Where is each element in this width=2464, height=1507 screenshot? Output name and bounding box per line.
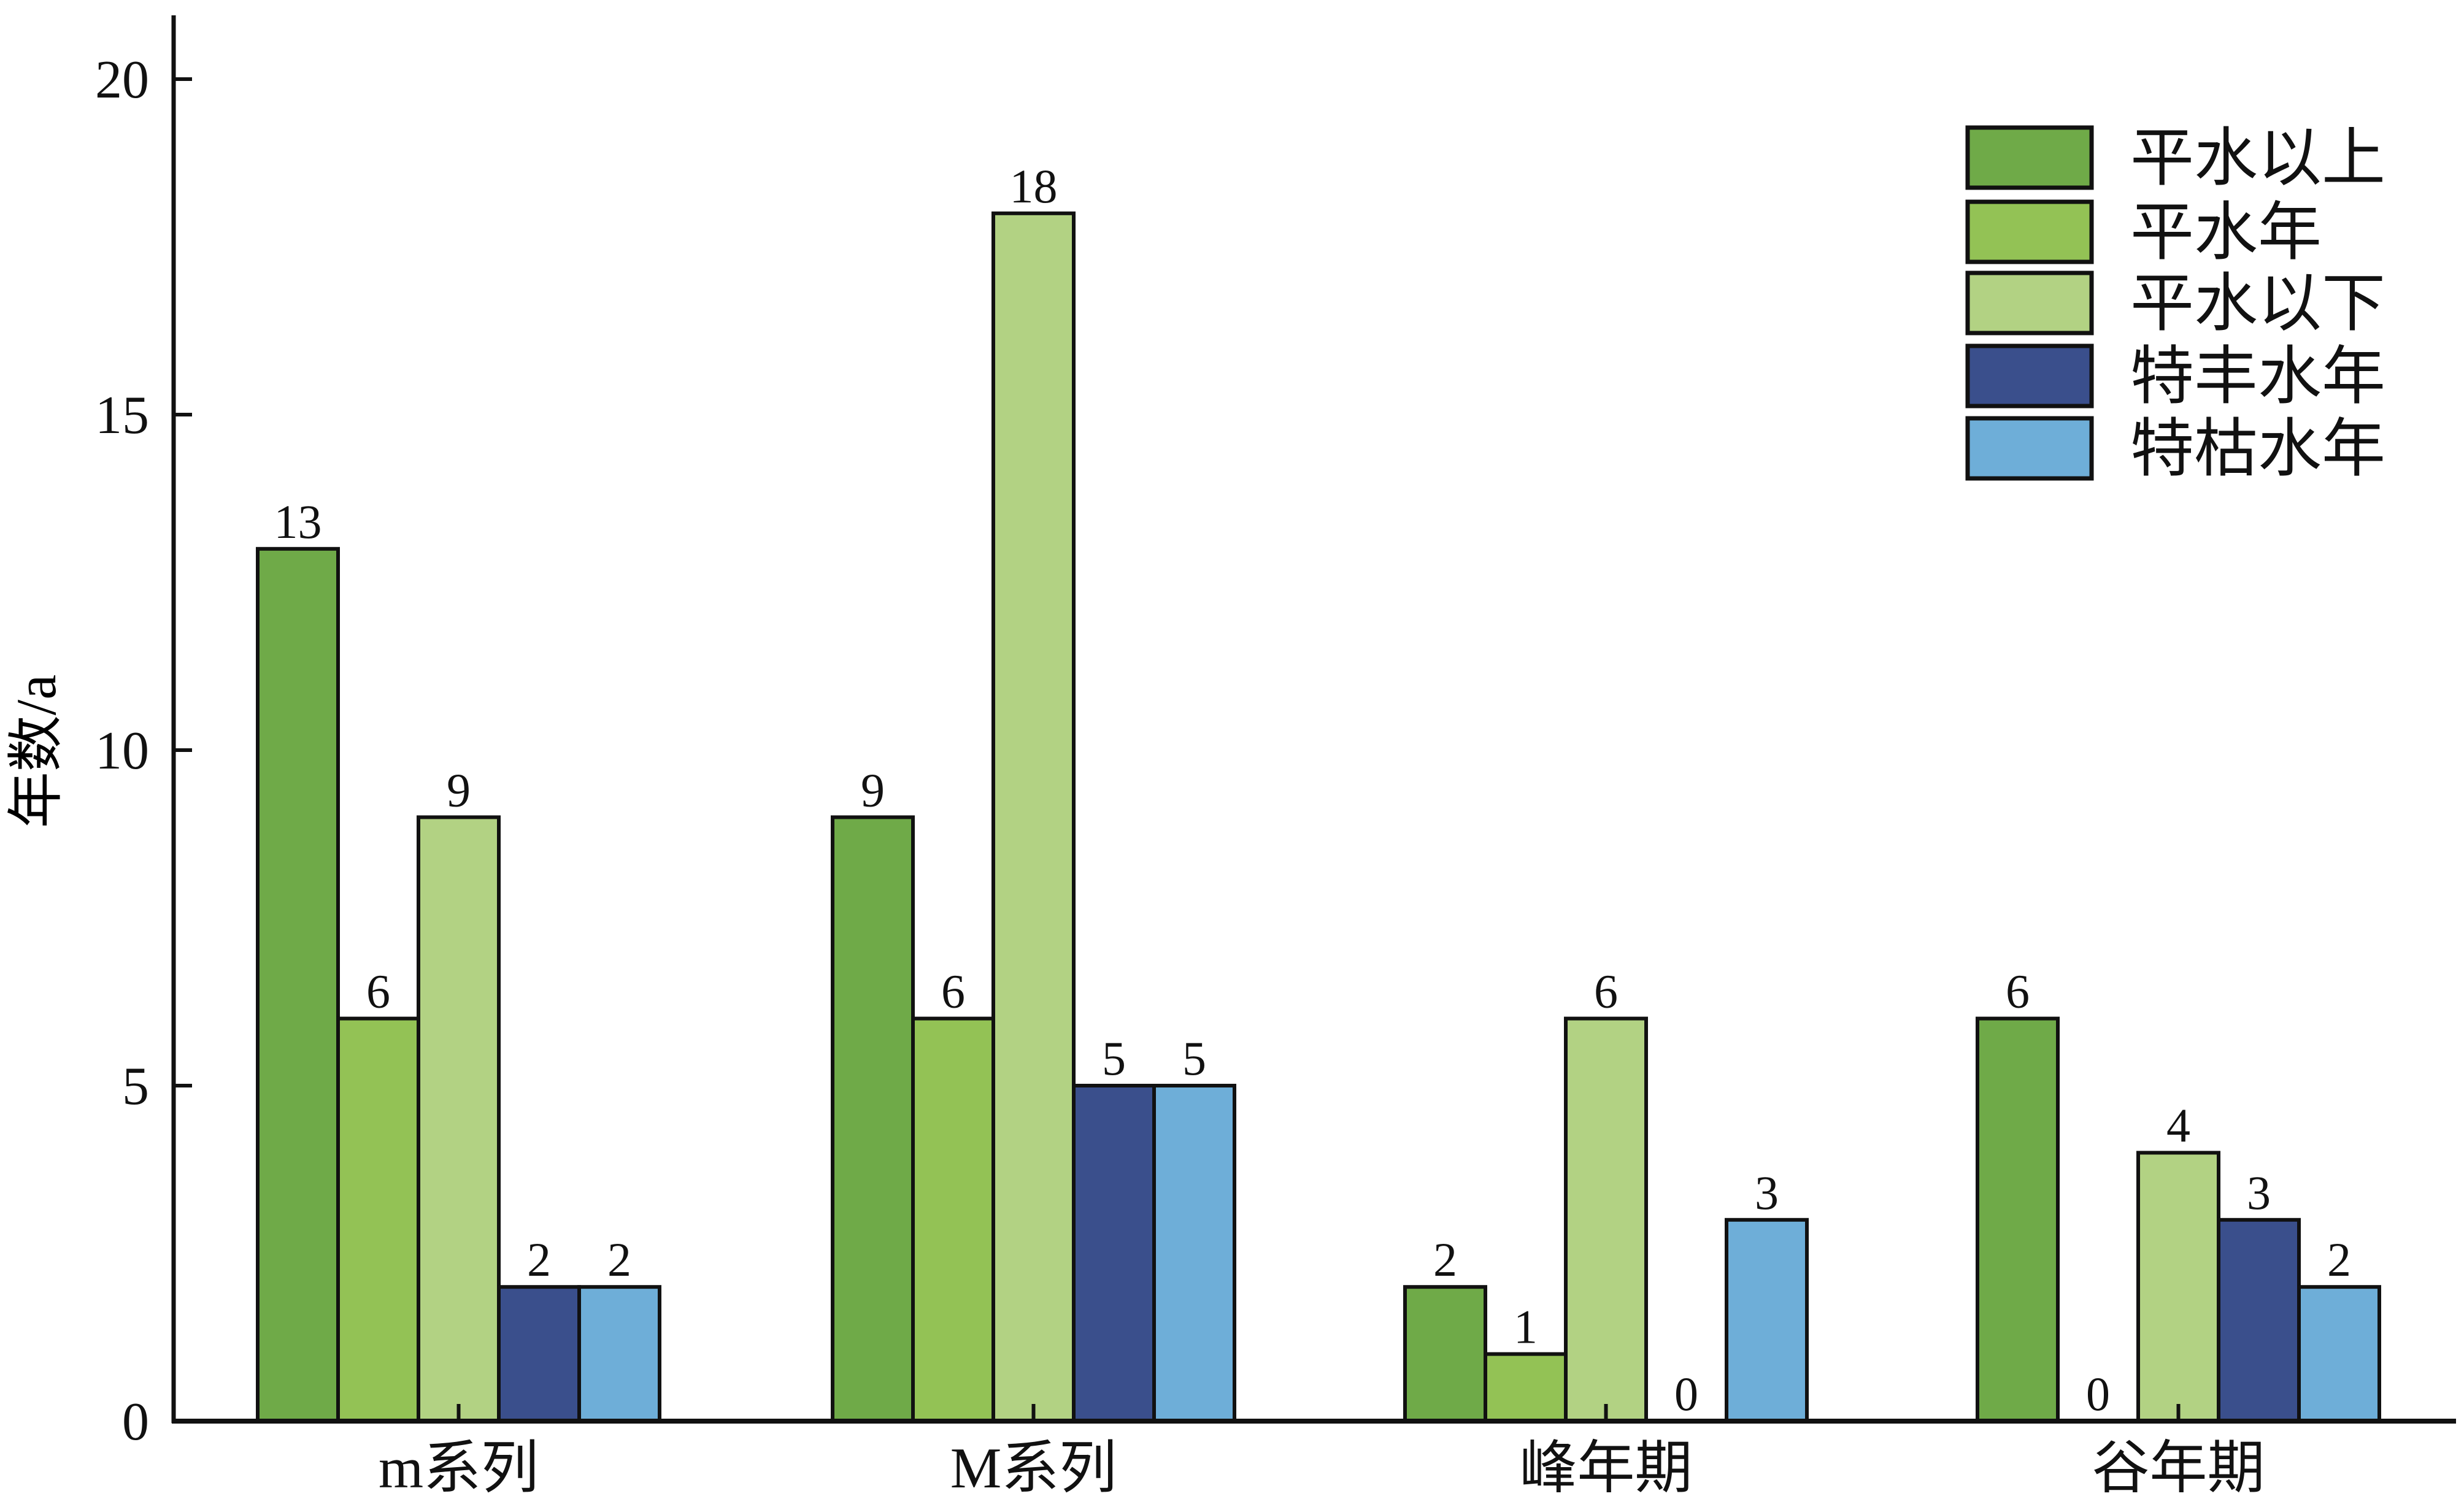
- legend-label: 平水年: [2130, 197, 2322, 268]
- y-tick-label: 0: [122, 1392, 149, 1452]
- bar: [2136, 1151, 2220, 1424]
- legend-label: 平水以下: [2130, 269, 2385, 339]
- data-label: 2: [1433, 1233, 1457, 1286]
- data-label: 18: [1010, 159, 1058, 213]
- data-label: 6: [941, 965, 965, 1018]
- x-tick-label: m系列: [379, 1436, 539, 1500]
- bar: [1725, 1217, 1809, 1424]
- bar: [911, 1016, 995, 1423]
- bars-layer: 13 6 9 2 2 9 6 18 5 5 2 1 6 0 3 6 0 4 3 2: [256, 159, 2381, 1424]
- data-label: 9: [861, 763, 885, 816]
- legend-swatch: [1965, 416, 2094, 481]
- data-label: 6: [366, 965, 390, 1018]
- legend-label: 特枯水年: [2130, 414, 2385, 485]
- data-label: 5: [1102, 1032, 1126, 1085]
- bar: [2297, 1285, 2381, 1423]
- data-label: 2: [527, 1233, 551, 1286]
- x-tick-label: M系列: [950, 1436, 1117, 1500]
- data-label: 9: [447, 763, 471, 816]
- data-label: 2: [607, 1233, 631, 1286]
- bar: [577, 1285, 661, 1423]
- legend-swatch: [1965, 199, 2094, 264]
- bar: [1403, 1285, 1487, 1423]
- data-label: 4: [2166, 1099, 2190, 1152]
- bar: [1976, 1016, 2060, 1423]
- y-axis-label: 年数/a: [5, 675, 67, 828]
- data-label: 6: [2006, 965, 2030, 1018]
- legend-label: 平水以上: [2130, 123, 2385, 194]
- bar: [256, 546, 340, 1423]
- bar: [1484, 1352, 1568, 1424]
- y-tick-label: 10: [95, 721, 149, 781]
- legend-swatch: [1965, 343, 2094, 408]
- data-label: 0: [1674, 1367, 1698, 1421]
- legend-swatch: [1965, 125, 2094, 190]
- y-tick-label: 15: [95, 386, 149, 445]
- data-label: 1: [1514, 1300, 1538, 1354]
- y-tick-label: 20: [95, 50, 149, 110]
- bar: [2217, 1217, 2301, 1424]
- legend-label: 特丰水年: [2130, 342, 2385, 412]
- bar: [1072, 1084, 1156, 1423]
- bar: [1152, 1084, 1236, 1423]
- bar: [991, 211, 1076, 1423]
- data-label: 6: [1594, 965, 1618, 1018]
- bar: [417, 815, 501, 1423]
- x-tick-label: 谷年期: [2092, 1436, 2265, 1500]
- y-tick-label: 5: [122, 1057, 149, 1116]
- data-label: 3: [1755, 1166, 1779, 1219]
- data-label: 3: [2247, 1166, 2271, 1219]
- x-tick-label: 峰年期: [1519, 1436, 1692, 1500]
- data-label: 5: [1182, 1032, 1206, 1085]
- bar: [497, 1285, 581, 1423]
- data-label: 13: [274, 495, 322, 548]
- data-label: 0: [2086, 1367, 2110, 1421]
- data-label: 2: [2327, 1233, 2351, 1286]
- bar: [1564, 1016, 1648, 1423]
- bar: [336, 1016, 420, 1423]
- legend-swatch: [1965, 270, 2094, 336]
- bar: [831, 815, 915, 1423]
